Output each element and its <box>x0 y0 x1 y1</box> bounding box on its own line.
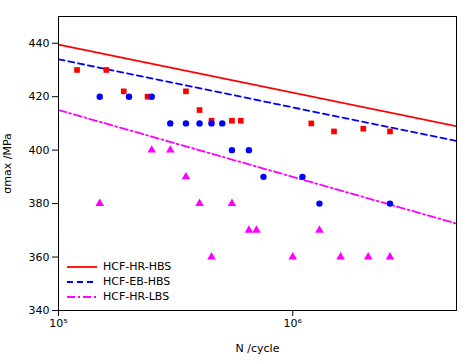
html-text:HCF-HR-HBS: HCF-HR-HBS <box>103 260 172 273</box>
svg-text:420: 420 <box>29 90 50 103</box>
svg-text:10⁶: 10⁶ <box>284 317 303 330</box>
svg-text:σmax /MPa: σmax /MPa <box>1 133 14 194</box>
svg-text:N /cycle: N /cycle <box>236 342 280 355</box>
svg-text:400: 400 <box>29 144 50 157</box>
svg-text:340: 340 <box>29 304 50 317</box>
svg-text:380: 380 <box>29 197 50 210</box>
svg-text:360: 360 <box>29 251 50 264</box>
html-text:HCF-EB-HBS: HCF-EB-HBS <box>103 275 171 288</box>
html-text:HCF-HR-LBS: HCF-HR-LBS <box>103 290 170 303</box>
svg-text:10⁵: 10⁵ <box>49 317 67 330</box>
svg-text:440: 440 <box>29 37 50 50</box>
